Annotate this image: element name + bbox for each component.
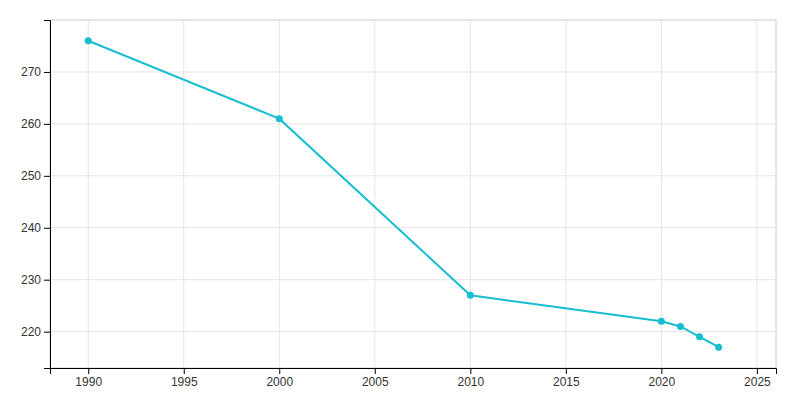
- y-axis-tick: 230: [21, 273, 50, 287]
- plot-frame: [50, 20, 776, 368]
- grid-line-x: [374, 20, 375, 368]
- x-axis-tick: 2015: [553, 368, 580, 389]
- series: [85, 37, 722, 350]
- grid-line-x: [756, 20, 757, 368]
- x-axis-tick-label: 2020: [649, 375, 676, 389]
- x-axis-tick-mark: [375, 368, 376, 374]
- x-axis-tick-label: 2000: [266, 375, 293, 389]
- line: [88, 41, 718, 347]
- y-axis-tick-label: 230: [21, 273, 41, 287]
- grid-line-y: [50, 279, 776, 280]
- x-axis-tick: 2020: [649, 368, 676, 389]
- x-axis-tick: 1990: [75, 368, 102, 389]
- x-axis-tick: 2005: [362, 368, 389, 389]
- grid: [50, 20, 776, 368]
- point: [696, 333, 703, 340]
- x-axis-tick: 2010: [457, 368, 484, 389]
- y-axis-tick-mark: [44, 72, 50, 73]
- x-axis-tick-mark: [88, 368, 89, 374]
- grid-line-x: [565, 20, 566, 368]
- x-axis: 1990 1995 2000 2005 2010 2015 2020 2025: [51, 368, 777, 389]
- grid-line-x: [88, 20, 89, 368]
- x-axis-tick-label: 1990: [75, 375, 102, 389]
- grid-line-x: [661, 20, 662, 368]
- point: [467, 292, 474, 299]
- point: [677, 323, 684, 330]
- x-axis-tick-label: 2010: [457, 375, 484, 389]
- y-axis-tick-label: 270: [21, 65, 41, 79]
- y-axis: 220 230 240 250 260 270: [21, 21, 51, 369]
- grid-line-y: [50, 175, 776, 176]
- grid-line-y: [50, 331, 776, 332]
- y-axis-tick: 250: [21, 169, 50, 183]
- x-axis-tick: 1995: [171, 368, 198, 389]
- grid-line-x: [279, 20, 280, 368]
- point: [85, 37, 92, 44]
- grid-line-y: [50, 227, 776, 228]
- x-axis-tick-mark: [661, 368, 662, 374]
- grid-line-y: [50, 123, 776, 124]
- y-axis-tick-label: 240: [21, 221, 41, 235]
- x-axis-tick-label: 1995: [171, 375, 198, 389]
- x-axis-tick-mark: [757, 368, 758, 374]
- y-axis-tick-mark: [44, 228, 50, 229]
- point: [658, 318, 665, 325]
- point: [715, 344, 722, 351]
- x-axis-line: [51, 369, 777, 375]
- y-axis-line: [44, 21, 51, 369]
- x-axis-tick-label: 2015: [553, 375, 580, 389]
- x-axis-tick: 2000: [266, 368, 293, 389]
- y-axis-tick: 260: [21, 117, 50, 131]
- chart: 1990 1995 2000 2005 2010 2015 2020 2025 220 230 24…: [0, 0, 800, 400]
- y-axis-tick-label: 220: [21, 325, 41, 339]
- y-axis-tick-mark: [44, 124, 50, 125]
- y-axis-tick-mark: [44, 332, 50, 333]
- x-axis-tick-mark: [184, 368, 185, 374]
- grid-line-x: [183, 20, 184, 368]
- x-axis-tick-label: 2005: [362, 375, 389, 389]
- y-axis-tick: 270: [21, 65, 50, 79]
- grid-line-y: [50, 71, 776, 72]
- y-axis-tick: 240: [21, 221, 50, 235]
- y-axis-tick-mark: [44, 176, 50, 177]
- y-axis-tick-label: 250: [21, 169, 41, 183]
- y-axis-tick-label: 260: [21, 117, 41, 131]
- y-axis-tick: 220: [21, 325, 50, 339]
- x-axis-tick-mark: [279, 368, 280, 374]
- point: [276, 115, 283, 122]
- plot: 1990 1995 2000 2005 2010 2015 2020 2025 220 230 24…: [21, 20, 777, 389]
- y-axis-tick-mark: [44, 280, 50, 281]
- grid-line-x: [470, 20, 471, 368]
- x-axis-tick-label: 2025: [744, 375, 771, 389]
- x-axis-tick: 2025: [744, 368, 771, 389]
- x-axis-tick-mark: [470, 368, 471, 374]
- x-axis-tick-mark: [566, 368, 567, 374]
